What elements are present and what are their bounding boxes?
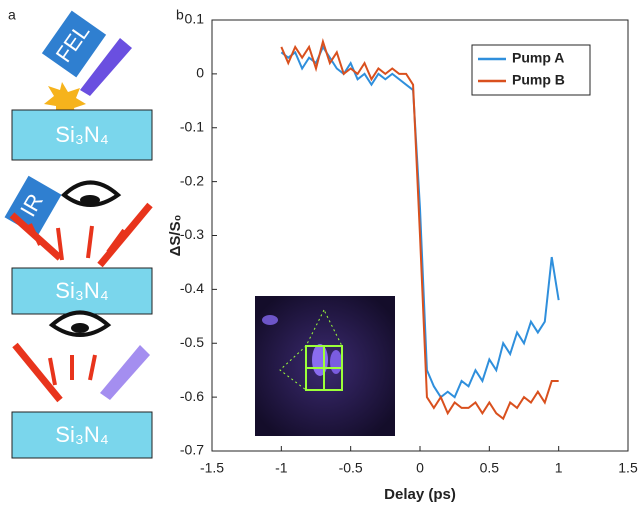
data-line — [280, 37, 559, 421]
fel-spot — [44, 82, 86, 120]
schematic-label: Si₃N₄ — [55, 122, 108, 147]
x-tick-label: 0.5 — [480, 460, 500, 476]
probe-beam — [100, 345, 150, 400]
y-tick-label: 0 — [196, 65, 204, 81]
inset-image — [255, 296, 395, 436]
schematic-label: Si₃N₄ — [55, 278, 108, 303]
legend-label: Pump B — [512, 72, 565, 88]
y-tick-label: -0.7 — [180, 442, 204, 458]
y-tick-label: -0.6 — [180, 388, 204, 404]
ir-arrows — [9, 202, 153, 403]
y-tick-label: -0.3 — [180, 226, 204, 242]
y-tick-label: 0.1 — [185, 11, 205, 27]
y-tick-label: -0.4 — [180, 280, 204, 296]
pupil — [80, 195, 100, 205]
pupil — [71, 323, 89, 333]
y-tick-label: -0.5 — [180, 334, 204, 350]
x-tick-label: -1.5 — [200, 460, 224, 476]
legend-box — [471, 44, 591, 96]
x-tick-label: 1.5 — [618, 460, 638, 476]
y-tick-label: -0.1 — [180, 118, 204, 134]
y-tick-label: -0.2 — [180, 172, 204, 188]
schematic-label: Si₃N₄ — [55, 422, 108, 447]
schematic: FEL Si₃N₄ IR Si₃N₄ Si₃N₄ — [4, 10, 153, 459]
x-tick-label: -0.5 — [339, 460, 363, 476]
x-tick-label: 0 — [416, 460, 424, 476]
panel-label: b — [176, 7, 184, 23]
eye — [48, 310, 112, 337]
panel-label: a — [8, 7, 16, 23]
x-axis-label: Delay (ps) — [384, 486, 456, 503]
substrate — [11, 267, 153, 315]
substrate — [11, 411, 153, 459]
fel-beam — [80, 38, 132, 96]
fel-box — [41, 10, 107, 78]
y-axis-label: ΔS/S₀ — [167, 215, 184, 257]
substrate — [11, 109, 153, 161]
x-tick-label: 1 — [555, 460, 563, 476]
eye — [60, 180, 122, 207]
x-tick-label: -1 — [275, 460, 288, 476]
legend-label: Pump A — [512, 50, 564, 66]
